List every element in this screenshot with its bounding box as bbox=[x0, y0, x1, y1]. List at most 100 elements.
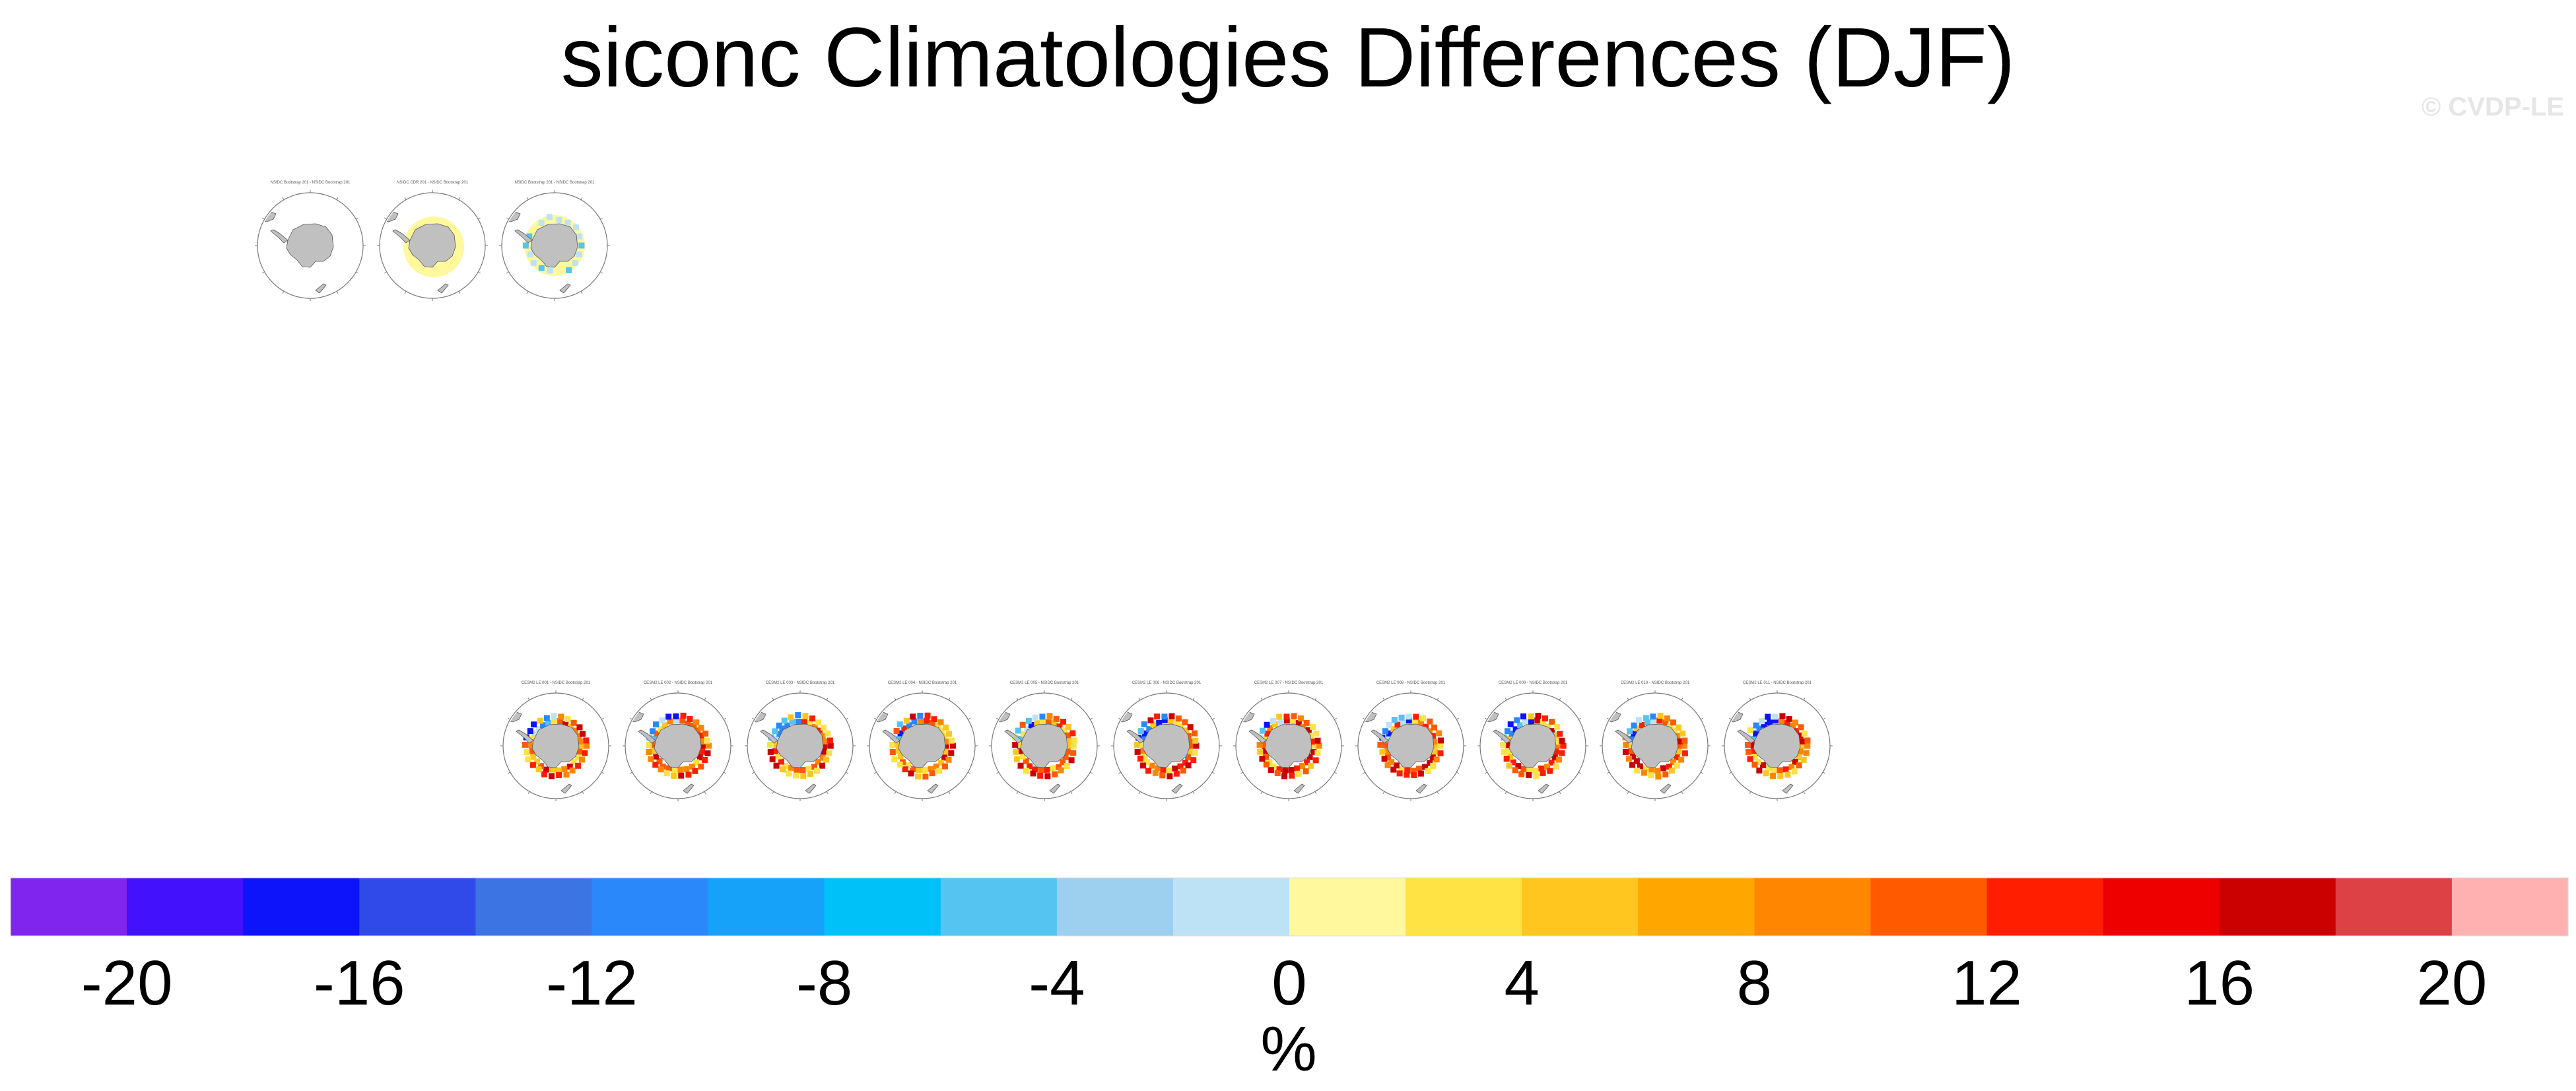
anomaly-cell bbox=[1656, 717, 1663, 724]
anomaly-cell bbox=[702, 757, 708, 764]
antarctic-peninsula bbox=[1371, 729, 1389, 744]
anomaly-cell bbox=[556, 268, 562, 275]
anomaly-cell bbox=[889, 741, 896, 748]
longitude-tick bbox=[996, 717, 999, 720]
anomaly-cell bbox=[895, 742, 902, 748]
anomaly-cell bbox=[1508, 731, 1515, 737]
anomaly-cell bbox=[529, 748, 535, 754]
antarctic-peninsula bbox=[1493, 729, 1511, 744]
longitude-tick bbox=[1681, 698, 1683, 700]
anomaly-cell bbox=[1654, 768, 1661, 774]
longitude-tick bbox=[752, 717, 755, 720]
anomaly-cell bbox=[693, 719, 700, 726]
anomaly-cell bbox=[1650, 713, 1656, 720]
colorbar-tick-label: 0 bbox=[1271, 948, 1306, 1018]
anomaly-cell bbox=[1532, 768, 1539, 774]
longitude-tick bbox=[404, 291, 407, 294]
anomaly-cell bbox=[795, 718, 801, 725]
anomaly-cell bbox=[572, 727, 578, 734]
antarctic-peninsula bbox=[882, 729, 900, 744]
antarctic-peninsula bbox=[638, 729, 656, 744]
antarctic-peninsula bbox=[1248, 729, 1267, 744]
anomaly-cell bbox=[1046, 713, 1053, 719]
colorbar-tick-label: -20 bbox=[81, 948, 173, 1018]
anomaly-cell bbox=[1746, 748, 1752, 755]
anomaly-cell bbox=[692, 768, 698, 774]
anomaly-cell bbox=[1149, 762, 1155, 769]
panel-caption: CESM2 LE 006 - NSIDC Bootstrap 201 bbox=[1132, 681, 1202, 685]
anomaly-cell bbox=[938, 727, 945, 734]
longitude-tick bbox=[1749, 791, 1751, 794]
panel-caption: CESM2 LE 009 - NSIDC Bootstrap 201 bbox=[1499, 681, 1568, 685]
anomaly-cell bbox=[1064, 748, 1071, 755]
longitude-tick bbox=[704, 698, 706, 700]
anomaly-cell bbox=[1274, 770, 1281, 776]
anomaly-cell bbox=[1422, 764, 1429, 770]
anomaly-cell bbox=[1295, 720, 1302, 727]
panel-caption: CESM2 LE 007 - NSIDC Bootstrap 201 bbox=[1254, 681, 1324, 685]
anomaly-cell bbox=[1012, 741, 1019, 748]
colorbar-tick-label: -4 bbox=[1029, 948, 1085, 1018]
longitude-tick bbox=[336, 197, 339, 200]
anomaly-cell bbox=[1547, 768, 1553, 774]
anomaly-cell bbox=[534, 758, 541, 765]
anomaly-cell bbox=[1416, 766, 1423, 772]
anomaly-cell bbox=[1137, 755, 1143, 762]
longitude-tick bbox=[1363, 717, 1365, 720]
anomaly-cell bbox=[1391, 717, 1398, 723]
colorbar-bin bbox=[1289, 878, 1406, 936]
anomaly-cell bbox=[547, 267, 553, 274]
anomaly-cell bbox=[815, 758, 821, 765]
anomaly-cell bbox=[1052, 771, 1058, 777]
longitude-tick bbox=[1823, 772, 1825, 774]
anomaly-cell bbox=[578, 756, 585, 763]
anomaly-cell bbox=[946, 731, 953, 737]
anomaly-cell bbox=[1413, 713, 1419, 720]
anomaly-cell bbox=[931, 716, 937, 723]
anomaly-cell bbox=[769, 756, 776, 762]
anomaly-cell bbox=[689, 763, 695, 770]
anomaly-cell bbox=[1501, 748, 1507, 755]
anomaly-cell bbox=[1390, 766, 1397, 773]
anomaly-cell bbox=[1528, 713, 1534, 720]
colorbar-tick-label: 20 bbox=[2417, 948, 2488, 1018]
anomaly-cell bbox=[535, 766, 542, 773]
anomaly-cell bbox=[1134, 741, 1140, 748]
anomaly-cell bbox=[1282, 767, 1289, 774]
new-zealand bbox=[1049, 783, 1061, 794]
anomaly-cell bbox=[1310, 723, 1316, 730]
anomaly-cell bbox=[1551, 754, 1558, 761]
anomaly-cell bbox=[650, 748, 656, 754]
anomaly-cell bbox=[811, 764, 817, 770]
anomaly-cell bbox=[531, 721, 537, 728]
anomaly-cell bbox=[1559, 750, 1565, 756]
anomaly-cell bbox=[1060, 719, 1066, 725]
anomaly-cell bbox=[786, 770, 792, 777]
anomaly-cell bbox=[1406, 717, 1412, 724]
anomaly-cell bbox=[1150, 721, 1157, 728]
anomaly-cell bbox=[1034, 720, 1040, 727]
anomaly-cell bbox=[1267, 725, 1273, 731]
anomaly-cell bbox=[1804, 737, 1811, 744]
antarctica-landmass bbox=[1264, 723, 1312, 768]
anomaly-cell bbox=[1791, 768, 1798, 775]
anomaly-cell bbox=[807, 719, 814, 726]
longitude-tick bbox=[1382, 698, 1385, 700]
anomaly-cell bbox=[1637, 763, 1643, 770]
anomaly-cell bbox=[1303, 719, 1310, 726]
anomaly-cell bbox=[1264, 730, 1271, 737]
anomaly-cell bbox=[1276, 713, 1283, 720]
anomaly-cell bbox=[1396, 770, 1403, 777]
anomaly-cell bbox=[678, 772, 685, 779]
longitude-tick bbox=[968, 772, 970, 774]
anomaly-cell bbox=[1070, 743, 1077, 749]
anomaly-cell bbox=[1017, 762, 1024, 769]
anomaly-cell bbox=[1436, 730, 1442, 737]
anomaly-cell bbox=[1542, 715, 1548, 721]
anomaly-cell bbox=[1641, 770, 1647, 776]
longitude-tick bbox=[1138, 791, 1141, 794]
anomaly-cell bbox=[1276, 766, 1283, 773]
anomaly-cell bbox=[799, 767, 806, 774]
polar-map-panel: CESM2 LE 004 - NSIDC Bootstrap 201 bbox=[867, 681, 978, 801]
